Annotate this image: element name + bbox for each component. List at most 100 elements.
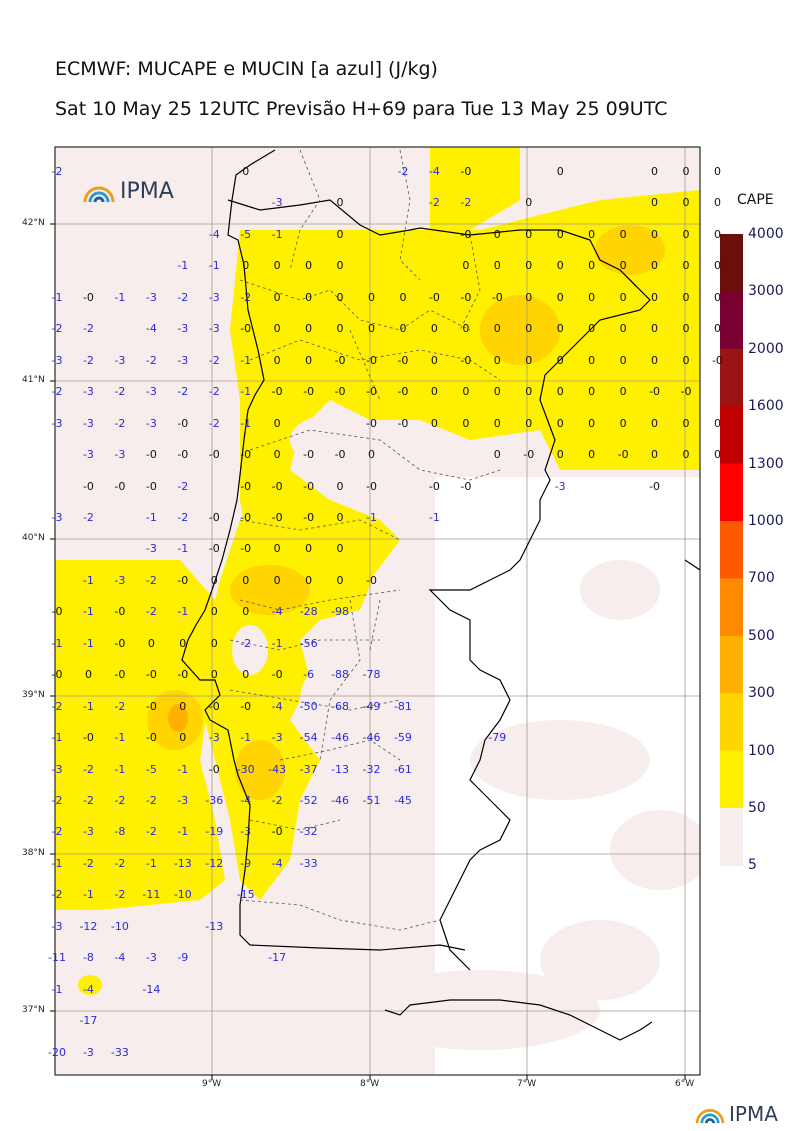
lat-label-37: 37°N [22, 1005, 45, 1015]
grid-value: 0 [619, 353, 627, 367]
grid-value: -5 [240, 227, 252, 241]
grid-value: -1 [240, 731, 252, 745]
grid-value: 0 [336, 542, 344, 556]
grid-value: 0 [273, 573, 281, 587]
grid-value: 0 [588, 416, 596, 430]
grid-value: 0 [525, 416, 533, 430]
grid-value: -10 [173, 888, 192, 902]
grid-value: -59 [393, 731, 412, 745]
grid-value: 0 [242, 605, 250, 619]
grid-value: -3 [145, 951, 157, 965]
grid-value: -3 [51, 510, 63, 524]
grid-value: 0 [305, 573, 313, 587]
grid-value: -0 [82, 479, 94, 493]
grid-value: -0 [303, 385, 315, 399]
grid-value: 0 [305, 290, 313, 304]
grid-value: -3 [177, 322, 189, 336]
grid-value: -3 [177, 794, 189, 807]
grid-value: -1 [51, 290, 63, 304]
grid-value: -13 [331, 762, 350, 776]
footer-ipma-logo: IPMA [694, 1102, 778, 1126]
grid-value: -78 [362, 668, 381, 682]
grid-value: -9 [240, 856, 252, 870]
grid-value: -0 [240, 542, 252, 556]
grid-value: -2 [208, 416, 220, 430]
grid-value: -3 [208, 731, 220, 745]
grid-value: -2 [240, 290, 252, 304]
colorbar-level-label: 2000 [748, 340, 784, 357]
grid-value: 0 [493, 385, 501, 399]
grid-value: -0 [366, 479, 377, 493]
grid-value: -0 [114, 636, 126, 650]
grid-value: -3 [145, 542, 157, 556]
grid-value: -2 [177, 385, 189, 399]
colorbar-title: CAPE [737, 192, 774, 208]
grid-value: -0 [51, 605, 63, 619]
grid-value: 0 [336, 510, 344, 524]
grid-value: 0 [682, 448, 690, 462]
grid-value: 0 [273, 448, 281, 462]
grid-value: -5 [145, 762, 157, 776]
colorbar-segment [720, 348, 743, 407]
grid-value: 0 [273, 290, 281, 304]
grid-value: 0 [493, 353, 501, 367]
grid-value: -0 [240, 448, 252, 462]
grid-value: 0 [525, 227, 533, 241]
grid-value: -2 [51, 385, 63, 399]
grid-value: 0 [713, 196, 721, 210]
grid-value: -0 [334, 448, 346, 462]
grid-value: -0 [145, 668, 157, 682]
grid-value: -2 [145, 605, 157, 619]
grid-value: -0 [397, 353, 409, 367]
grid-value: -0 [271, 668, 283, 682]
grid-value: -28 [299, 605, 318, 619]
grid-value: 0 [525, 385, 533, 399]
grid-value: -0 [397, 385, 409, 399]
grid-value: 0 [273, 542, 281, 556]
grid-value: 0 [430, 353, 438, 367]
grid-value: 0 [525, 290, 533, 304]
grid-value: -3 [114, 448, 126, 462]
grid-value: 0 [525, 196, 533, 210]
colorbar [720, 234, 743, 866]
grid-value: 0 [210, 605, 218, 619]
grid-value: 0 [556, 259, 564, 273]
grid-value: -6 [303, 668, 315, 682]
grid-value: -12 [79, 919, 98, 933]
grid-value: -2 [51, 888, 63, 902]
colorbar-level-label: 4000 [748, 226, 784, 242]
colorbar-level-label: 100 [748, 742, 775, 759]
grid-value: 0 [651, 196, 659, 210]
grid-value: -2 [51, 322, 63, 336]
grid-value: 0 [399, 322, 407, 336]
grid-value: -81 [393, 699, 412, 713]
grid-value: -1 [428, 510, 440, 524]
grid-value: 0 [556, 290, 564, 304]
grid-value: -0 [680, 385, 692, 399]
grid-value: 0 [430, 416, 438, 430]
grid-value: -0 [366, 385, 377, 399]
grid-value: -1 [177, 605, 189, 619]
grid-value: 0 [179, 731, 187, 745]
colorbar-level-label: 300 [748, 685, 775, 702]
grid-value: -33 [110, 1045, 129, 1059]
grid-value: -46 [362, 731, 381, 745]
grid-value: -0 [114, 605, 126, 619]
grid-value: -0 [145, 731, 157, 745]
map-title: ECMWF: MUCAPE e MUCIN [a azul] (J/kg) [55, 58, 438, 80]
grid-value: -2 [114, 416, 126, 430]
grid-value: -0 [177, 448, 189, 462]
grid-value: -49 [362, 699, 381, 713]
grid-value: 0 [682, 322, 690, 336]
grid-value: 0 [682, 227, 690, 241]
grid-value: 0 [651, 322, 659, 336]
grid-value: -51 [362, 794, 381, 807]
grid-value: 0 [556, 385, 564, 399]
district-boundaries [229, 149, 501, 931]
grid-value: -0 [271, 825, 283, 839]
grid-value: -1 [82, 605, 94, 619]
grid-value: -2 [82, 794, 94, 807]
grid-value: 0 [273, 259, 281, 273]
grid-value: -3 [114, 573, 126, 587]
grid-value: -0 [114, 479, 126, 493]
